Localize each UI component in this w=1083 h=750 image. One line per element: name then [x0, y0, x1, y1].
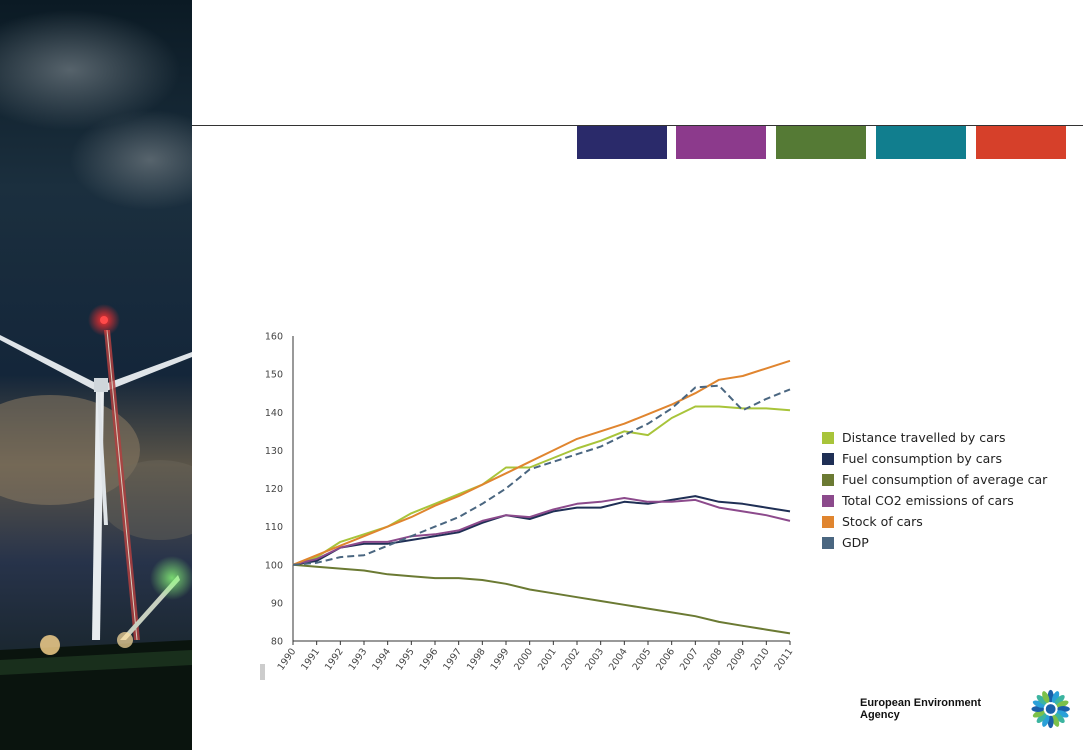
y-tick-label: 100: [265, 560, 283, 571]
x-tick-label: 2006: [654, 646, 677, 672]
x-tick-label: 1995: [394, 646, 417, 672]
series-line-5: [292, 384, 791, 566]
legend-swatch: [822, 432, 834, 444]
x-tick-label: 2005: [631, 646, 654, 672]
x-tick-label: 1993: [347, 646, 370, 672]
series-line-1: [292, 495, 791, 566]
x-tick-label: 2011: [773, 646, 796, 672]
legend-swatch: [822, 453, 834, 465]
legend-item: Distance travelled by cars: [822, 430, 1062, 445]
wind-turbine-night-photo: [0, 0, 192, 750]
x-tick-label: 2003: [583, 646, 606, 672]
legend-item: GDP: [822, 535, 1062, 550]
y-tick-label: 80: [271, 637, 283, 648]
x-tick-label: 1998: [465, 646, 488, 672]
x-tick-label: 2010: [749, 646, 772, 672]
legend-label: Distance travelled by cars: [842, 430, 1006, 445]
header-divider: [192, 125, 1083, 126]
chart-legend: Distance travelled by cars Fuel consumpti…: [822, 430, 1062, 556]
y-axis: 80 90 100 110 120 130 140 150 160: [265, 332, 294, 648]
x-tick-label: 1994: [370, 646, 393, 672]
legend-label: Stock of cars: [842, 514, 923, 529]
organization-name: European Environment Agency: [860, 697, 982, 721]
legend-swatch: [822, 516, 834, 528]
x-tick-label: 1991: [299, 646, 322, 672]
y-tick-label: 120: [265, 484, 283, 495]
eea-sun-logo-icon: [1031, 689, 1070, 729]
legend-label: Fuel consumption by cars: [842, 451, 1002, 466]
y-tick-label: 110: [265, 522, 283, 533]
y-tick-label: 90: [271, 598, 283, 609]
legend-item: Fuel consumption of average car: [822, 472, 1062, 487]
series-line-4: [292, 359, 791, 566]
x-axis: 1990 1991 1992 1993 1994 1995 1996 1997 1998 1999…: [276, 640, 796, 673]
series-layer: [292, 359, 791, 635]
legend-item: Stock of cars: [822, 514, 1062, 529]
x-tick-label: 2000: [512, 646, 535, 672]
y-tick-label: 150: [265, 370, 283, 381]
legend-label: Total CO2 emissions of cars: [842, 493, 1014, 508]
series-line-2: [292, 563, 791, 635]
y-tick-label: 160: [265, 332, 283, 343]
x-tick-label: 2001: [536, 646, 559, 672]
x-tick-label: 2008: [702, 646, 725, 672]
x-tick-label: 2009: [725, 646, 748, 672]
legend-swatch: [822, 474, 834, 486]
x-tick-label: 1990: [276, 646, 299, 672]
brand-color-bar-navy: [577, 126, 667, 159]
brand-color-bar-teal: [876, 126, 966, 159]
x-tick-label: 2004: [607, 646, 630, 672]
series-line-3: [292, 497, 791, 566]
y-tick-label: 140: [265, 408, 283, 419]
legend-swatch: [822, 495, 834, 507]
scroll-marker: [260, 664, 265, 680]
x-tick-label: 1999: [489, 646, 512, 672]
x-tick-label: 1997: [441, 646, 464, 672]
x-tick-label: 2007: [678, 646, 701, 672]
legend-label: Fuel consumption of average car: [842, 472, 1048, 487]
x-tick-label: 1992: [323, 646, 346, 672]
brand-color-bar-green: [776, 126, 866, 159]
legend-item: Total CO2 emissions of cars: [822, 493, 1062, 508]
y-tick-label: 130: [265, 446, 283, 457]
brand-color-bar-red: [976, 126, 1066, 159]
legend-item: Fuel consumption by cars: [822, 451, 1062, 466]
footer-brand: European Environment Agency: [860, 686, 1070, 732]
legend-swatch: [822, 537, 834, 549]
legend-label: GDP: [842, 535, 869, 550]
x-tick-label: 1996: [418, 646, 441, 672]
x-tick-label: 2002: [560, 646, 583, 672]
brand-color-bar-purple: [676, 126, 766, 159]
